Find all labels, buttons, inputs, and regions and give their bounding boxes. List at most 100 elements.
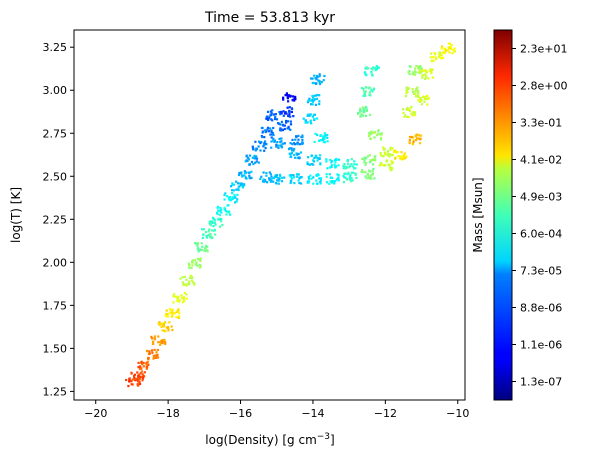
data-point bbox=[265, 115, 269, 118]
data-point bbox=[418, 71, 421, 74]
data-point bbox=[316, 117, 319, 120]
data-point bbox=[292, 95, 295, 98]
data-point bbox=[289, 155, 292, 158]
data-point bbox=[410, 135, 413, 139]
data-point bbox=[288, 174, 291, 177]
data-point bbox=[173, 293, 176, 296]
data-point bbox=[288, 106, 291, 109]
data-point bbox=[306, 101, 310, 104]
data-point bbox=[273, 139, 276, 142]
data-point bbox=[191, 281, 195, 284]
data-point bbox=[277, 146, 280, 149]
data-point bbox=[361, 169, 364, 172]
data-point bbox=[188, 266, 191, 269]
data-point bbox=[352, 165, 355, 168]
data-point bbox=[377, 129, 380, 132]
colorbar-tick-label: 1.3e-07 bbox=[520, 376, 562, 389]
data-point bbox=[325, 160, 328, 163]
data-point bbox=[330, 161, 333, 164]
data-point bbox=[230, 185, 233, 188]
data-point bbox=[297, 179, 300, 182]
data-point bbox=[250, 160, 254, 164]
data-point bbox=[294, 95, 297, 98]
data-point bbox=[296, 141, 299, 144]
data-point bbox=[408, 69, 411, 72]
data-point bbox=[317, 79, 320, 82]
data-point bbox=[237, 173, 241, 177]
data-point bbox=[399, 155, 402, 158]
data-point bbox=[292, 148, 295, 151]
data-point bbox=[405, 92, 408, 95]
data-point bbox=[330, 181, 333, 184]
data-point bbox=[328, 166, 332, 169]
data-point bbox=[423, 97, 426, 100]
data-point bbox=[408, 138, 411, 141]
data-point bbox=[417, 67, 420, 70]
colorbar-ticks: 1.3e-07 1.1e-06 8.8e-06 7.3e-05 6.0e-04 4.9e-… bbox=[512, 43, 567, 389]
data-point bbox=[310, 122, 313, 125]
data-point bbox=[313, 82, 316, 85]
data-point bbox=[218, 213, 222, 217]
data-point bbox=[166, 313, 169, 316]
data-point bbox=[416, 137, 419, 140]
data-point bbox=[382, 155, 385, 158]
data-point bbox=[349, 178, 352, 181]
data-point bbox=[270, 129, 273, 132]
data-point bbox=[293, 153, 296, 157]
data-point bbox=[333, 182, 336, 185]
data-point bbox=[363, 159, 366, 162]
data-point bbox=[210, 235, 213, 238]
data-point bbox=[268, 115, 271, 118]
data-point bbox=[176, 299, 179, 302]
data-point bbox=[134, 379, 137, 382]
data-point bbox=[219, 225, 222, 228]
data-point bbox=[315, 156, 318, 159]
data-point bbox=[296, 156, 299, 159]
data-point bbox=[237, 185, 240, 188]
data-point bbox=[276, 141, 279, 144]
data-point bbox=[269, 173, 272, 176]
data-point bbox=[362, 87, 365, 90]
data-point bbox=[380, 132, 383, 135]
data-point bbox=[251, 145, 254, 148]
data-point bbox=[334, 180, 337, 183]
data-point bbox=[337, 164, 340, 167]
data-point bbox=[319, 162, 322, 165]
data-point bbox=[368, 170, 371, 173]
data-point bbox=[229, 213, 232, 216]
colorbar bbox=[493, 29, 513, 401]
data-point bbox=[375, 134, 379, 137]
data-point bbox=[380, 154, 383, 157]
data-point bbox=[147, 363, 150, 366]
data-point bbox=[434, 56, 437, 59]
y-tick-label: 2.75 bbox=[43, 127, 68, 140]
data-point bbox=[368, 154, 371, 157]
data-point bbox=[307, 99, 310, 102]
data-point bbox=[136, 383, 139, 386]
data-point bbox=[362, 94, 365, 97]
data-point bbox=[146, 350, 149, 353]
data-point bbox=[430, 52, 433, 55]
data-point bbox=[312, 96, 315, 99]
data-point bbox=[311, 77, 314, 80]
data-point bbox=[279, 127, 282, 130]
data-point bbox=[280, 128, 284, 131]
y-axis-label: log(T) [K] bbox=[9, 187, 23, 243]
data-point bbox=[270, 136, 273, 139]
data-point bbox=[285, 121, 288, 124]
data-point bbox=[162, 323, 165, 326]
data-point bbox=[290, 177, 293, 180]
data-point bbox=[389, 146, 392, 149]
data-point bbox=[285, 112, 288, 115]
data-point bbox=[362, 90, 365, 93]
data-point bbox=[425, 76, 428, 79]
data-point bbox=[216, 206, 219, 209]
data-point bbox=[209, 224, 212, 227]
data-point bbox=[364, 67, 367, 70]
data-point bbox=[430, 72, 433, 75]
data-point bbox=[322, 141, 325, 144]
data-point bbox=[400, 151, 403, 154]
data-point bbox=[364, 90, 367, 93]
data-point bbox=[275, 143, 278, 146]
data-point bbox=[278, 111, 281, 114]
